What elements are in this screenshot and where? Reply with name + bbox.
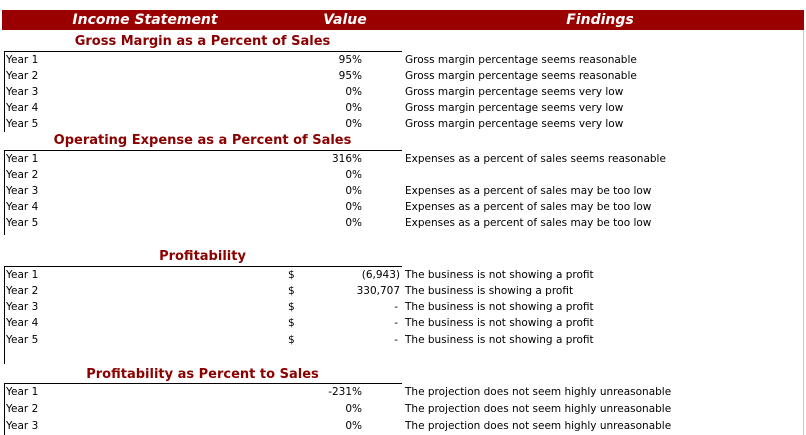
row-value: 95% bbox=[338, 54, 362, 66]
header-value: Value bbox=[323, 12, 367, 28]
section-left-border bbox=[4, 150, 5, 235]
row-label: Year 3 bbox=[6, 185, 39, 197]
row-label: Year 4 bbox=[6, 102, 39, 114]
row-label: Year 5 bbox=[6, 334, 39, 346]
section-divider bbox=[4, 150, 402, 151]
row-value: 330,707 bbox=[356, 285, 400, 297]
section-title-profitability: Profitability bbox=[159, 249, 246, 264]
currency-symbol: $ bbox=[288, 334, 295, 346]
row-finding: Gross margin percentage seems very low bbox=[405, 86, 624, 98]
row-value: 0% bbox=[345, 217, 362, 229]
section-title-gross-margin: Gross Margin as a Percent of Sales bbox=[74, 34, 331, 49]
row-value: 95% bbox=[338, 70, 362, 82]
row-value: 0% bbox=[345, 420, 362, 432]
row-label: Year 1 bbox=[6, 153, 39, 165]
row-label: Year 5 bbox=[6, 118, 39, 130]
currency-symbol: $ bbox=[288, 285, 295, 297]
section-title-profitability-percent: Profitability as Percent to Sales bbox=[86, 367, 319, 382]
row-label: Year 1 bbox=[6, 54, 39, 66]
row-label: Year 1 bbox=[6, 269, 39, 281]
row-value: 0% bbox=[345, 102, 362, 114]
row-label: Year 1 bbox=[6, 386, 39, 398]
row-finding: The business is not showing a profit bbox=[405, 301, 594, 313]
row-value: 0% bbox=[345, 169, 362, 181]
row-label: Year 3 bbox=[6, 420, 39, 432]
row-label: Year 4 bbox=[6, 317, 39, 329]
row-finding: The business is not showing a profit bbox=[405, 269, 594, 281]
row-value: - bbox=[394, 317, 398, 329]
row-finding: Expenses as a percent of sales may be to… bbox=[405, 185, 652, 197]
section-divider bbox=[4, 51, 402, 52]
row-value: - bbox=[394, 301, 398, 313]
sheet-right-border bbox=[803, 30, 804, 435]
row-finding: Gross margin percentage seems very low bbox=[405, 102, 624, 114]
row-value: -231% bbox=[328, 386, 362, 398]
row-label: Year 3 bbox=[6, 301, 39, 313]
row-value: 0% bbox=[345, 86, 362, 98]
row-finding: Gross margin percentage seems reasonable bbox=[405, 70, 637, 82]
row-finding: The business is not showing a profit bbox=[405, 317, 594, 329]
row-value: 0% bbox=[345, 201, 362, 213]
row-value: 0% bbox=[345, 185, 362, 197]
row-value: (6,943) bbox=[361, 269, 400, 281]
currency-symbol: $ bbox=[288, 301, 295, 313]
section-divider bbox=[4, 266, 402, 267]
row-label: Year 2 bbox=[6, 70, 39, 82]
row-finding: Expenses as a percent of sales may be to… bbox=[405, 201, 652, 213]
section-divider bbox=[4, 383, 402, 384]
row-finding: The projection does not seem highly unre… bbox=[405, 420, 672, 432]
section-title-operating-expense: Operating Expense as a Percent of Sales bbox=[53, 133, 352, 148]
row-finding: The business is not showing a profit bbox=[405, 334, 594, 346]
currency-symbol: $ bbox=[288, 317, 295, 329]
row-label: Year 5 bbox=[6, 217, 39, 229]
section-left-border bbox=[4, 266, 5, 364]
row-finding: Gross margin percentage seems reasonable bbox=[405, 54, 637, 66]
row-label: Year 2 bbox=[6, 285, 39, 297]
row-value: - bbox=[394, 334, 398, 346]
section-left-border bbox=[4, 51, 5, 132]
row-label: Year 4 bbox=[6, 201, 39, 213]
row-value: 0% bbox=[345, 403, 362, 415]
row-label: Year 2 bbox=[6, 169, 39, 181]
currency-symbol: $ bbox=[288, 269, 295, 281]
section-left-border bbox=[4, 383, 5, 435]
header-findings: Findings bbox=[566, 12, 634, 28]
header-bar bbox=[2, 10, 804, 30]
row-finding: Gross margin percentage seems very low bbox=[405, 118, 624, 130]
row-finding: The projection does not seem highly unre… bbox=[405, 386, 672, 398]
row-finding: Expenses as a percent of sales may be to… bbox=[405, 217, 652, 229]
header-income-statement: Income Statement bbox=[72, 12, 218, 28]
row-value: 316% bbox=[331, 153, 362, 165]
row-finding: The business is showing a profit bbox=[405, 285, 574, 297]
row-finding: Expenses as a percent of sales seems rea… bbox=[405, 153, 666, 165]
row-value: 0% bbox=[345, 118, 362, 130]
row-label: Year 2 bbox=[6, 403, 39, 415]
row-finding: The projection does not seem highly unre… bbox=[405, 403, 672, 415]
row-label: Year 3 bbox=[6, 86, 39, 98]
